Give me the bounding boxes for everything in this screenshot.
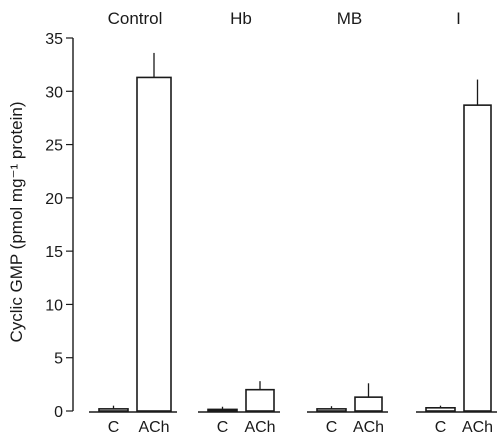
bar (463, 104, 492, 412)
bar (245, 388, 275, 412)
bar (354, 396, 383, 412)
category-label: C (435, 419, 447, 436)
bar-group-mb: C ACh MB (307, 9, 388, 436)
category-label: C (217, 419, 229, 436)
category-label: ACh (138, 419, 169, 436)
bar-group-control: C ACh Control (89, 9, 177, 436)
group-title: I (456, 9, 461, 28)
y-tick-label: 0 (54, 404, 63, 421)
bar (136, 76, 172, 412)
y-tick-label: 5 (54, 351, 63, 368)
category-label: ACh (244, 419, 275, 436)
category-label: C (108, 419, 120, 436)
category-label: C (326, 419, 338, 436)
bar (98, 408, 129, 412)
y-tick-label: 20 (45, 191, 63, 208)
category-label: ACh (462, 419, 493, 436)
y-tick-label: 35 (45, 31, 63, 48)
group-title: MB (337, 9, 363, 28)
y-axis: 0 5 10 15 20 25 30 35 (45, 31, 74, 421)
y-tick-label: 10 (45, 297, 63, 314)
group-title: Hb (230, 9, 252, 28)
bar (425, 407, 456, 412)
bar-group-hb: C ACh Hb (198, 9, 280, 436)
y-tick-label: 25 (45, 138, 63, 155)
y-tick-label: 30 (45, 84, 63, 101)
bar-group-i: C ACh I (416, 9, 497, 436)
bar (316, 408, 347, 412)
category-label: ACh (353, 419, 384, 436)
y-axis-title: Cyclic GMP (pmol mg⁻¹ protein) (7, 101, 26, 342)
group-title: Control (108, 9, 163, 28)
y-tick-label: 15 (45, 244, 63, 261)
bar (207, 408, 238, 412)
bar-groups: C ACh Control C ACh Hb C ACh MB C ACh I (89, 9, 497, 436)
